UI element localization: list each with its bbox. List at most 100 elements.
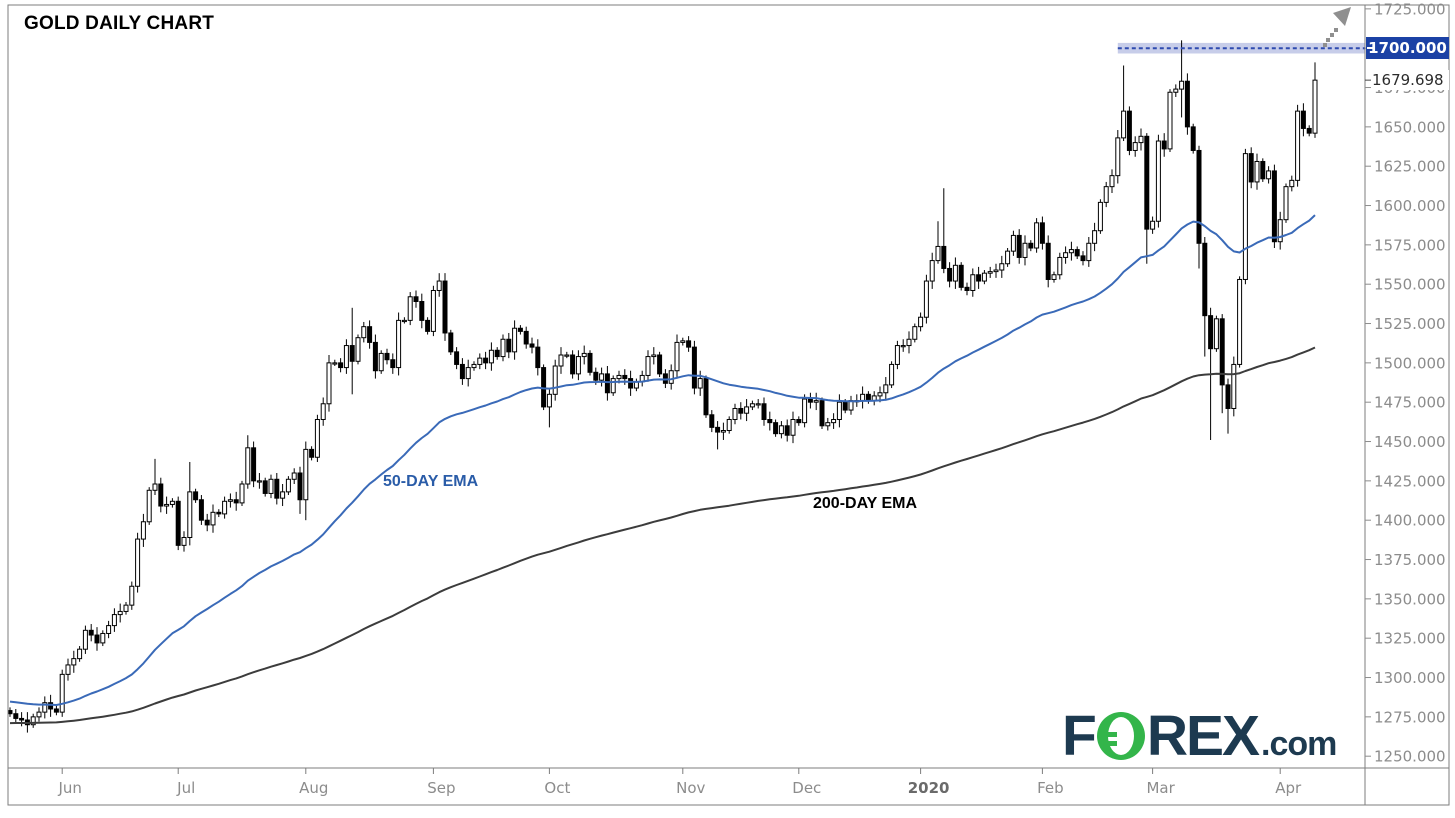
candle-body [517, 327, 523, 332]
candle-body [1161, 140, 1167, 150]
candle-body [239, 483, 245, 504]
candle-body [222, 500, 228, 515]
candle-body [1115, 137, 1121, 177]
candle-body [894, 345, 900, 365]
candle-body [529, 343, 535, 348]
candle-body [1022, 242, 1028, 258]
candle-body [500, 338, 506, 358]
candle-body [204, 519, 210, 526]
logo-letter-f: F [1062, 704, 1097, 769]
candle-body [36, 711, 42, 718]
candle-body [77, 648, 83, 660]
price-tick-label: 1650.000 [1374, 118, 1446, 136]
candle-body [807, 398, 813, 403]
candle-body [245, 447, 251, 485]
month-label: 2020 [908, 779, 950, 797]
candle-body [1231, 363, 1237, 409]
candle-body [668, 370, 674, 384]
candle-body [958, 264, 964, 288]
candle-body [152, 483, 158, 491]
candle-body [1219, 318, 1225, 386]
logo-o-icon [1096, 712, 1145, 760]
candle-body [1202, 242, 1208, 317]
price-tick-label: 1600.000 [1374, 197, 1446, 215]
ema50-label: 50-DAY EMA [383, 473, 479, 490]
price-tick-label: 1425.000 [1374, 472, 1446, 490]
highlighted-level-label: 1700.000 [1366, 37, 1449, 59]
candle-body [906, 338, 912, 347]
candle-body [1196, 149, 1202, 244]
month-label: Sep [427, 779, 455, 797]
candle-body [952, 264, 958, 282]
candle-body [825, 422, 831, 427]
candle-body [1121, 110, 1127, 139]
candle-body [703, 378, 709, 416]
candle-body [622, 374, 628, 380]
candle-body [1097, 201, 1103, 232]
candle-body [1016, 234, 1022, 258]
candle-body [558, 354, 564, 367]
candle-body [1184, 80, 1190, 128]
price-tick-label: 1475.000 [1374, 394, 1446, 412]
candle-body [193, 491, 199, 501]
candle-body [227, 499, 233, 502]
candle-body [1028, 242, 1034, 249]
candle-body [570, 354, 576, 375]
candle-body [999, 263, 1005, 271]
candle-body [413, 296, 419, 303]
candle-body [918, 316, 924, 328]
candle-body [1080, 255, 1086, 262]
candle-body [407, 296, 413, 321]
candle-body [7, 710, 13, 715]
candle-body [593, 371, 599, 381]
candle-body [233, 499, 239, 504]
candle-body [320, 403, 326, 420]
candle-body [738, 407, 744, 414]
candle-body [935, 245, 941, 262]
candle-body [1242, 153, 1248, 280]
price-axis: 1725.0001700.0001675.0001650.0001625.000… [1365, 0, 1446, 766]
candle-body [1074, 249, 1080, 257]
candle-body [1167, 91, 1173, 150]
chart-frame [7, 4, 1450, 806]
candle-body [732, 407, 738, 420]
candle-body [778, 425, 784, 435]
candle-body [616, 374, 622, 380]
candle-body [947, 267, 953, 282]
candle-body [53, 708, 59, 713]
candle-body [1266, 170, 1272, 180]
candle-body [842, 401, 848, 411]
price-tick-label: 1325.000 [1374, 630, 1446, 648]
candle-body [610, 378, 616, 394]
candle-body [326, 362, 332, 405]
candle-body [175, 500, 181, 546]
candle-body [680, 340, 686, 343]
candle-body [13, 713, 19, 719]
candle-body [59, 673, 65, 713]
logo-letters-rex: REX [1146, 704, 1260, 769]
price-tick-label: 1375.000 [1374, 551, 1446, 569]
candle-body [860, 393, 866, 402]
candle-body [187, 491, 193, 538]
candle-body [303, 448, 309, 501]
candle-body [964, 286, 970, 291]
trend-arrow-icon [1323, 7, 1351, 47]
price-tick-label: 1350.000 [1374, 590, 1446, 608]
candle-body [813, 400, 819, 403]
candle-body [523, 330, 529, 345]
price-tick-label: 1625.000 [1374, 158, 1446, 176]
candle-body [111, 614, 117, 627]
price-tick-label: 1400.000 [1374, 512, 1446, 530]
candle-body [129, 585, 135, 606]
candle-body [1254, 160, 1260, 183]
candle-body [419, 301, 425, 321]
candle-body [1063, 252, 1069, 258]
candle-body [552, 365, 558, 395]
candle-body [976, 274, 982, 282]
candle-body [390, 359, 396, 369]
candle-body [140, 521, 146, 540]
candle-body [900, 345, 906, 348]
candle-body [477, 357, 483, 365]
candle-body [749, 403, 755, 408]
